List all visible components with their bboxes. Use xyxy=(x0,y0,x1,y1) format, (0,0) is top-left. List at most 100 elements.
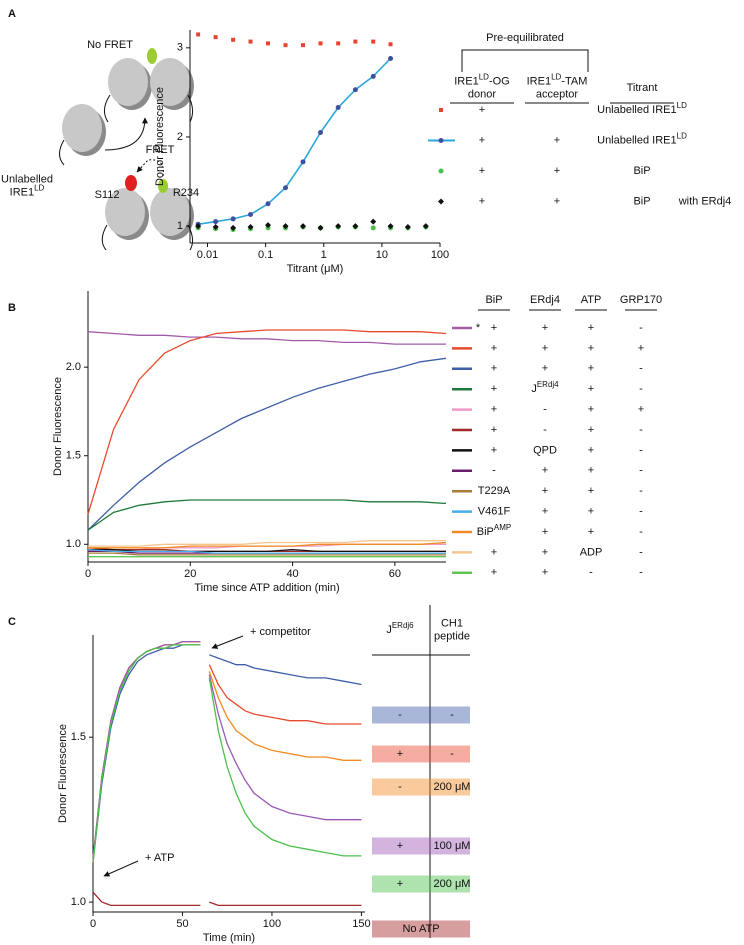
annotation: + ATP xyxy=(145,852,174,864)
y-tick-label: 1.0 xyxy=(71,896,86,908)
x-tick-label: 100 xyxy=(431,249,449,261)
marker xyxy=(318,41,323,46)
marker xyxy=(335,223,342,230)
legend-cell: - xyxy=(639,567,643,579)
marker xyxy=(370,218,377,225)
acceptor-dye xyxy=(125,175,137,191)
donor-dye xyxy=(147,48,157,64)
legend-swatch xyxy=(372,920,470,938)
x-tick-label: 0 xyxy=(90,918,96,930)
legend-header-sup: ERdj6 xyxy=(392,621,414,630)
data-line xyxy=(87,357,447,531)
legend-cell: with ERdj4 xyxy=(678,195,732,207)
x-tick-label: 0 xyxy=(85,568,91,580)
legend-header-part: -TAM xyxy=(561,75,587,87)
legend-header: peptide xyxy=(434,630,470,642)
legend-cell: T229A xyxy=(478,485,511,497)
legend-cell-part: J xyxy=(531,383,537,395)
x-tick-label: 10 xyxy=(376,249,388,261)
legend-cell: + xyxy=(542,342,548,354)
legend-cell: + xyxy=(554,195,560,207)
legend-cell: ADP xyxy=(580,546,603,558)
marker xyxy=(247,223,254,230)
diagram-label: No FRET xyxy=(87,39,133,51)
x-tick-label: 100 xyxy=(263,918,281,930)
legend-marker xyxy=(438,168,444,174)
legend-cell: + xyxy=(588,506,594,518)
marker xyxy=(265,201,271,207)
legend-cell: + xyxy=(588,363,594,375)
legend-header-part: J xyxy=(386,624,392,636)
legend-header: CH1 xyxy=(441,617,463,629)
x-tick-label: 1 xyxy=(321,249,327,261)
legend-cell: + xyxy=(588,444,594,456)
legend-header: donor xyxy=(468,88,496,100)
x-tick-label: 40 xyxy=(286,568,298,580)
x-tick-label: 0.1 xyxy=(258,249,273,261)
y-tick-label: 1 xyxy=(177,220,183,232)
x-tick-label: 0.01 xyxy=(197,249,218,261)
legend-cell: + xyxy=(638,404,644,416)
marker xyxy=(282,223,289,230)
legend-cell: - xyxy=(398,709,402,721)
legend-cell: 200 μM xyxy=(434,781,471,793)
legend-header-sup: LD xyxy=(479,72,489,81)
protein xyxy=(150,58,190,106)
legend-cell: + xyxy=(554,165,560,177)
tail xyxy=(59,139,65,166)
diagram-label-part: IRE1 xyxy=(10,186,34,198)
data-line xyxy=(88,540,446,547)
data-line xyxy=(87,499,447,531)
legend-header-part: IRE1 xyxy=(527,75,551,87)
legend-group: Pre-equilibrated xyxy=(486,32,564,44)
marker xyxy=(318,129,324,135)
x-tick-label: 150 xyxy=(352,918,370,930)
legend-cell: + xyxy=(397,748,403,760)
marker xyxy=(317,224,324,231)
annotation-arrow xyxy=(103,860,139,877)
legend-cell: + xyxy=(479,104,485,116)
legend-cell: BiP xyxy=(633,165,650,177)
legend-cell-part: BiP xyxy=(477,526,494,538)
y-tick-label: 3 xyxy=(177,42,183,54)
legend-cell: - xyxy=(639,424,643,436)
y-tick-label: 1.0 xyxy=(66,538,81,550)
marker xyxy=(352,87,358,93)
legend-cell-sup: ERdj4 xyxy=(537,380,559,389)
legend-cell: BiP xyxy=(633,195,650,207)
legend-swatch xyxy=(372,745,470,763)
marker xyxy=(370,225,376,231)
legend-mark: * xyxy=(476,322,481,334)
x-tick-label: 50 xyxy=(176,918,188,930)
legend-cell: QPD xyxy=(533,444,557,456)
marker xyxy=(300,159,306,165)
data-line xyxy=(87,329,447,515)
bracket xyxy=(461,49,589,72)
data-line xyxy=(88,541,447,549)
marker xyxy=(213,219,219,225)
panel-label: C xyxy=(8,616,16,628)
data-line xyxy=(92,644,362,863)
legend-cell: + xyxy=(588,322,594,334)
marker xyxy=(230,224,237,231)
diagram xyxy=(59,48,194,251)
x-axis-label: Time (min) xyxy=(203,932,255,944)
legend-marker xyxy=(438,198,444,205)
marker xyxy=(266,41,271,46)
legend-header: JERdj6 xyxy=(386,621,414,636)
legend-decor xyxy=(103,49,589,938)
legend-cell: Unlabelled IRE1LD xyxy=(597,131,687,146)
legend-cell: - xyxy=(492,465,496,477)
y-tick-label: 1.5 xyxy=(71,731,86,743)
marker xyxy=(283,185,289,191)
arrow xyxy=(104,117,148,151)
legend-cell: + xyxy=(491,383,497,395)
legend-cell: + xyxy=(588,383,594,395)
y-tick-label: 2 xyxy=(177,131,183,143)
panel-label: B xyxy=(8,302,16,314)
legend-cell: + xyxy=(491,342,497,354)
marker xyxy=(370,73,376,79)
marker xyxy=(353,39,358,44)
legend-header-part: IRE1 xyxy=(454,75,478,87)
marker xyxy=(283,43,288,48)
